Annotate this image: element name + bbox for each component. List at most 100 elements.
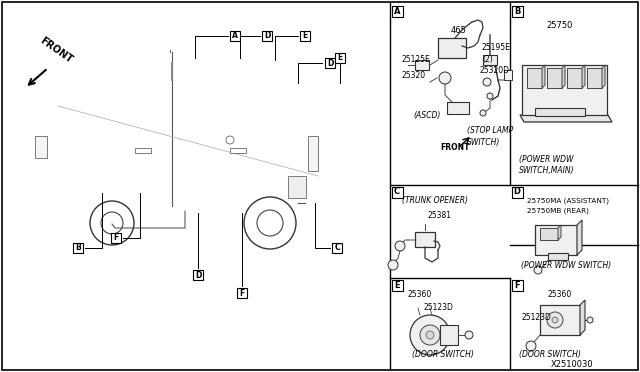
- Bar: [504, 70, 512, 80]
- Text: F: F: [514, 280, 520, 289]
- Text: (ASCD): (ASCD): [413, 111, 440, 120]
- Circle shape: [90, 201, 134, 245]
- Bar: [540, 305, 580, 335]
- Bar: [300, 31, 310, 41]
- Text: (TRUNK OPENER): (TRUNK OPENER): [402, 196, 468, 205]
- Circle shape: [395, 241, 405, 251]
- Bar: [73, 243, 83, 253]
- Circle shape: [388, 260, 398, 270]
- Bar: [392, 186, 403, 198]
- Text: (POWER WDW SWITCH): (POWER WDW SWITCH): [521, 261, 611, 270]
- Text: F: F: [113, 234, 118, 243]
- Circle shape: [480, 110, 486, 116]
- Bar: [535, 225, 577, 255]
- Text: F: F: [239, 289, 244, 298]
- Circle shape: [526, 341, 536, 351]
- Polygon shape: [558, 225, 561, 240]
- Bar: [35, 136, 47, 158]
- Bar: [511, 6, 522, 16]
- Bar: [522, 65, 607, 115]
- Bar: [392, 279, 403, 291]
- Polygon shape: [65, 96, 75, 106]
- Polygon shape: [527, 68, 542, 88]
- Text: A: A: [232, 32, 238, 41]
- Circle shape: [587, 317, 593, 323]
- Bar: [135, 148, 151, 153]
- Circle shape: [534, 266, 542, 274]
- Text: C: C: [394, 187, 400, 196]
- Circle shape: [257, 210, 283, 236]
- Text: 25195E: 25195E: [482, 43, 511, 52]
- Polygon shape: [562, 65, 565, 88]
- Polygon shape: [216, 55, 270, 90]
- Circle shape: [547, 312, 563, 328]
- Bar: [392, 6, 403, 16]
- Circle shape: [439, 72, 451, 84]
- Text: C: C: [334, 244, 340, 253]
- Text: D: D: [264, 32, 270, 41]
- Polygon shape: [602, 65, 605, 88]
- Text: 25750MA (ASSISTANT): 25750MA (ASSISTANT): [527, 198, 609, 205]
- Polygon shape: [80, 62, 118, 98]
- Circle shape: [101, 212, 123, 234]
- Text: 25123D: 25123D: [522, 313, 552, 322]
- Text: FRONT: FRONT: [440, 143, 470, 152]
- Bar: [440, 325, 458, 345]
- Text: (DOOR SWITCH): (DOOR SWITCH): [519, 350, 581, 359]
- Text: (DOOR SWITCH): (DOOR SWITCH): [412, 350, 474, 359]
- Text: D: D: [195, 270, 201, 279]
- Circle shape: [426, 331, 434, 339]
- Text: (STOP LAMP
SWITCH): (STOP LAMP SWITCH): [467, 126, 513, 147]
- Circle shape: [226, 136, 234, 144]
- Bar: [111, 233, 121, 243]
- Text: 465: 465: [451, 26, 467, 35]
- Polygon shape: [547, 68, 562, 88]
- Text: X2510030: X2510030: [550, 360, 593, 369]
- Polygon shape: [542, 65, 545, 88]
- Bar: [308, 136, 318, 171]
- Text: 25123D: 25123D: [424, 303, 454, 312]
- Bar: [415, 232, 435, 247]
- Text: E: E: [337, 54, 342, 62]
- Bar: [262, 31, 272, 41]
- Text: 25320: 25320: [401, 71, 425, 80]
- Bar: [511, 186, 522, 198]
- Bar: [511, 279, 522, 291]
- Bar: [325, 58, 335, 68]
- Polygon shape: [582, 65, 585, 88]
- Text: 25360: 25360: [408, 290, 432, 299]
- Polygon shape: [120, 52, 170, 80]
- Text: E: E: [394, 280, 400, 289]
- Circle shape: [552, 317, 558, 323]
- Bar: [230, 31, 240, 41]
- Text: D: D: [513, 187, 520, 196]
- Polygon shape: [580, 300, 585, 335]
- Text: 25750MB (REAR): 25750MB (REAR): [527, 208, 589, 215]
- Polygon shape: [567, 68, 582, 88]
- Polygon shape: [577, 220, 582, 255]
- Text: A: A: [394, 6, 400, 16]
- Circle shape: [410, 315, 450, 355]
- Bar: [332, 243, 342, 253]
- Bar: [447, 102, 469, 114]
- Bar: [535, 108, 585, 116]
- Circle shape: [465, 331, 473, 339]
- Text: SWITCH,MAIN): SWITCH,MAIN): [519, 166, 575, 175]
- Text: B: B: [75, 244, 81, 253]
- Bar: [237, 288, 247, 298]
- Polygon shape: [172, 52, 215, 80]
- Bar: [540, 228, 558, 240]
- Polygon shape: [587, 68, 602, 88]
- Bar: [438, 38, 466, 58]
- Bar: [288, 176, 306, 198]
- Bar: [415, 60, 429, 70]
- Text: 25360: 25360: [548, 290, 572, 299]
- Text: 25750: 25750: [546, 21, 572, 30]
- Circle shape: [483, 78, 491, 86]
- Polygon shape: [520, 115, 612, 122]
- Text: FRONT: FRONT: [38, 35, 74, 65]
- Bar: [230, 148, 246, 153]
- Text: 25381: 25381: [427, 211, 451, 220]
- Text: 25320D: 25320D: [480, 66, 510, 75]
- Polygon shape: [35, 50, 318, 211]
